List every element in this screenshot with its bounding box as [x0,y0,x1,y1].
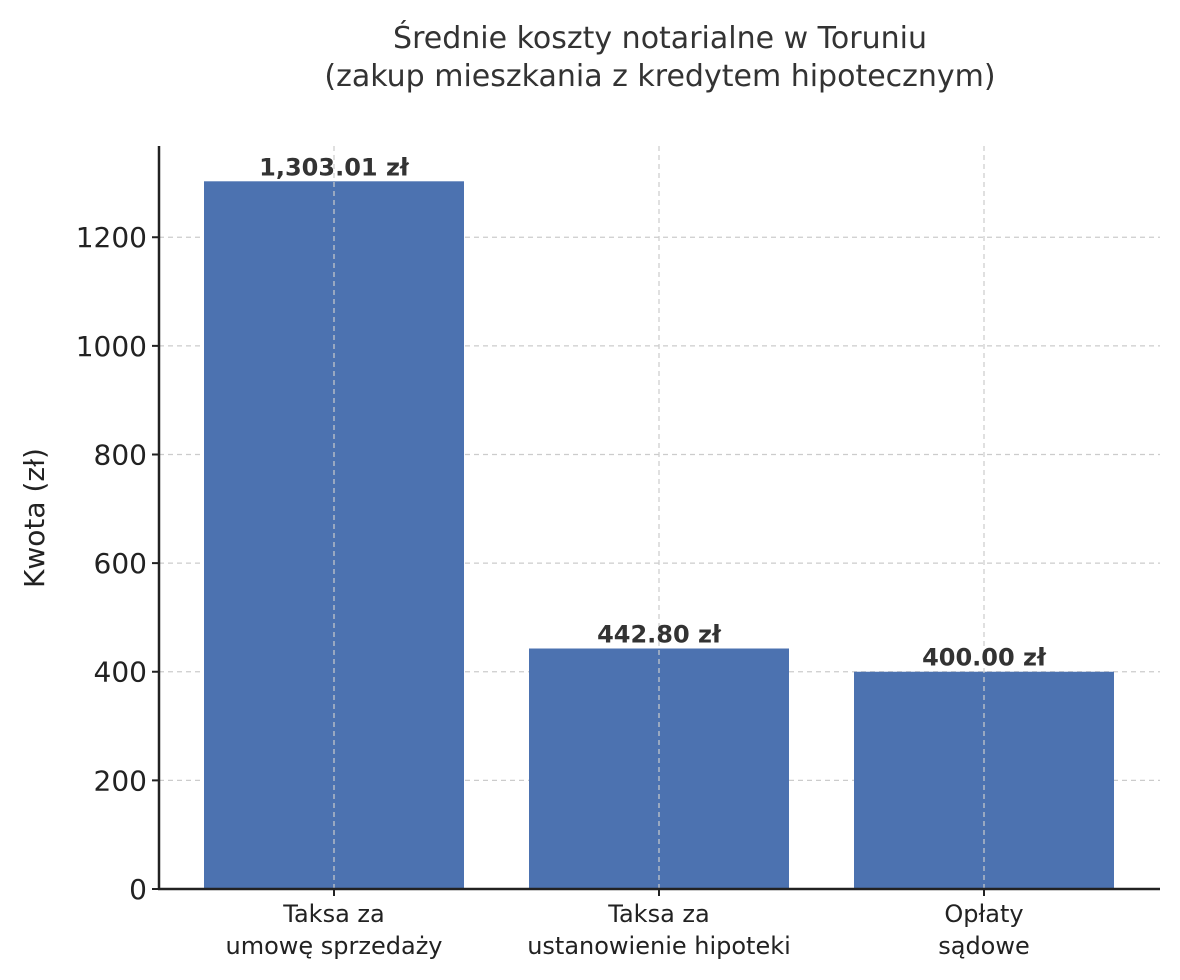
x-tick-label: Opłaty [944,900,1023,928]
y-tick-label: 0 [129,873,147,906]
y-tick-label: 1000 [76,330,147,363]
y-tick-label: 800 [94,438,147,471]
x-tick-label: sądowe [938,932,1030,960]
vertical-grid-lines [333,146,985,889]
x-axis-ticks: Taksa za umowę sprzedaży Taksa za ustanowie… [225,889,1030,960]
bar-value-label: 400.00 zł [922,644,1047,672]
x-tick-label: ustanowienie hipoteki [527,932,791,960]
chart-title: Średnie koszty notarialne w Toruniu [393,21,927,56]
y-tick-label: 600 [94,547,147,580]
value-labels: 1,303.01 zł 442.80 zł 400.00 zł [259,153,1047,671]
chart-subtitle: (zakup mieszkania z kredytem hipotecznym… [324,59,996,94]
bar-value-label: 1,303.01 zł [259,153,410,181]
y-axis-ticks: 0 200 400 600 800 1000 1200 [76,221,159,906]
x-tick-label: umowę sprzedaży [225,932,442,960]
y-tick-label: 400 [94,656,147,689]
y-tick-label: 200 [94,764,147,797]
y-tick-label: 1200 [76,221,147,254]
bar-value-label: 442.80 zł [597,621,722,649]
y-axis-label: Kwota (zł) [18,448,51,588]
x-tick-label: Taksa za [282,900,384,928]
x-tick-label: Taksa za [607,900,709,928]
